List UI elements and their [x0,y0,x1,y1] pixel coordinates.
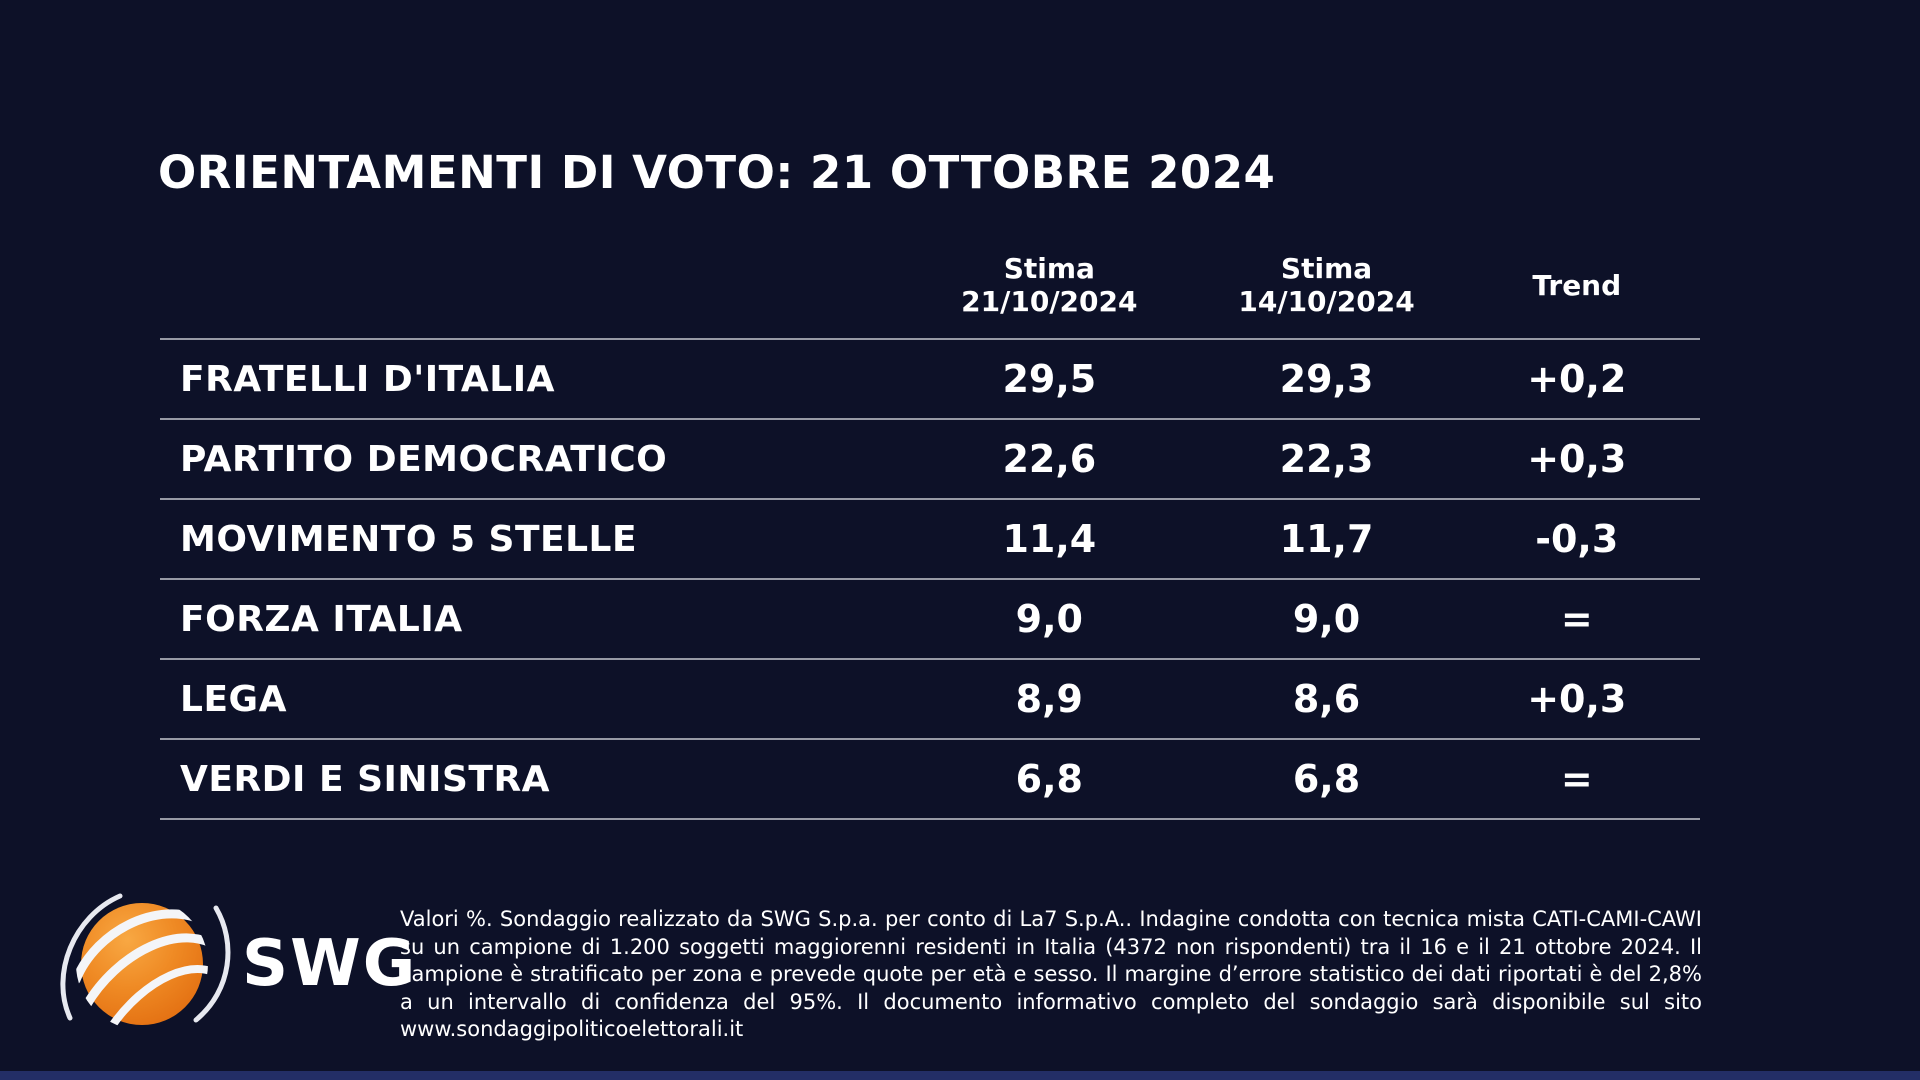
stima-previous-value: 29,3 [1279,357,1374,401]
party-name: MOVIMENTO 5 STELLE [180,518,638,560]
stima-current-value: 9,0 [1015,597,1083,641]
column-header-stima-21-10-line2: 21/10/2024 [961,285,1138,318]
table-row-forza-italia: FORZA ITALIA 9,0 9,0 = [160,578,1700,658]
stima-current-value: 11,4 [1002,517,1097,561]
table-header: Stima 21/10/2024 Stima 14/10/2024 Trend [160,252,1700,318]
party-name: PARTITO DEMOCRATICO [180,438,668,480]
bottom-accent-bar [0,1071,1920,1080]
trend-value: -0,3 [1535,517,1619,561]
table-row-fratelli-ditalia: FRATELLI D'ITALIA 29,5 29,3 +0,2 [160,338,1700,418]
table-row-partito-democratico: PARTITO DEMOCRATICO 22,6 22,3 +0,3 [160,418,1700,498]
table-row-movimento-5-stelle: MOVIMENTO 5 STELLE 11,4 11,7 -0,3 [160,498,1700,578]
party-name: LEGA [180,678,287,720]
trend-value: = [1560,597,1593,641]
trend-value: = [1560,757,1593,801]
stima-previous-value: 6,8 [1292,757,1361,801]
trend-value: +0,2 [1527,357,1627,401]
stima-previous-value: 9,0 [1292,597,1361,641]
table-row-lega: LEGA 8,9 8,6 +0,3 [160,658,1700,738]
stima-current-value: 8,9 [1015,677,1083,721]
party-name: VERDI E SINISTRA [180,758,551,800]
swg-logo: SWG [58,888,417,1040]
table-row-verdi-e-sinistra: VERDI E SINISTRA 6,8 6,8 = [160,738,1700,818]
column-header-trend: Trend [1532,268,1622,302]
trend-value: +0,3 [1527,677,1627,721]
column-header-stima-14-10-line1: Stima [1280,252,1373,285]
column-header-stima-21-10-line1: Stima [1003,252,1095,285]
poll-table: FRATELLI D'ITALIA 29,5 29,3 +0,2 PARTITO… [160,338,1700,820]
swg-logo-text: SWG [242,927,418,1001]
stima-previous-value: 11,7 [1279,517,1374,561]
stima-current-value: 29,5 [1002,357,1097,401]
party-name: FORZA ITALIA [180,598,463,640]
stima-previous-value: 8,6 [1292,677,1361,721]
column-header-stima-14-10: Stima 14/10/2024 [1199,252,1453,318]
column-header-stima-14-10-line2: 14/10/2024 [1238,285,1415,318]
column-header-stima-21-10: Stima 21/10/2024 [899,252,1199,318]
page-title: ORIENTAMENTI DI VOTO: 21 OTTOBRE 2024 [158,146,1276,199]
stima-current-value: 22,6 [1002,437,1097,481]
stima-previous-value: 22,3 [1279,437,1374,481]
party-name: FRATELLI D'ITALIA [180,358,555,400]
stima-current-value: 6,8 [1015,757,1083,801]
swg-globe-icon [60,893,231,1030]
methodology-disclaimer: Valori %. Sondaggio realizzato da SWG S.… [400,907,1702,1041]
trend-value: +0,3 [1527,437,1627,481]
